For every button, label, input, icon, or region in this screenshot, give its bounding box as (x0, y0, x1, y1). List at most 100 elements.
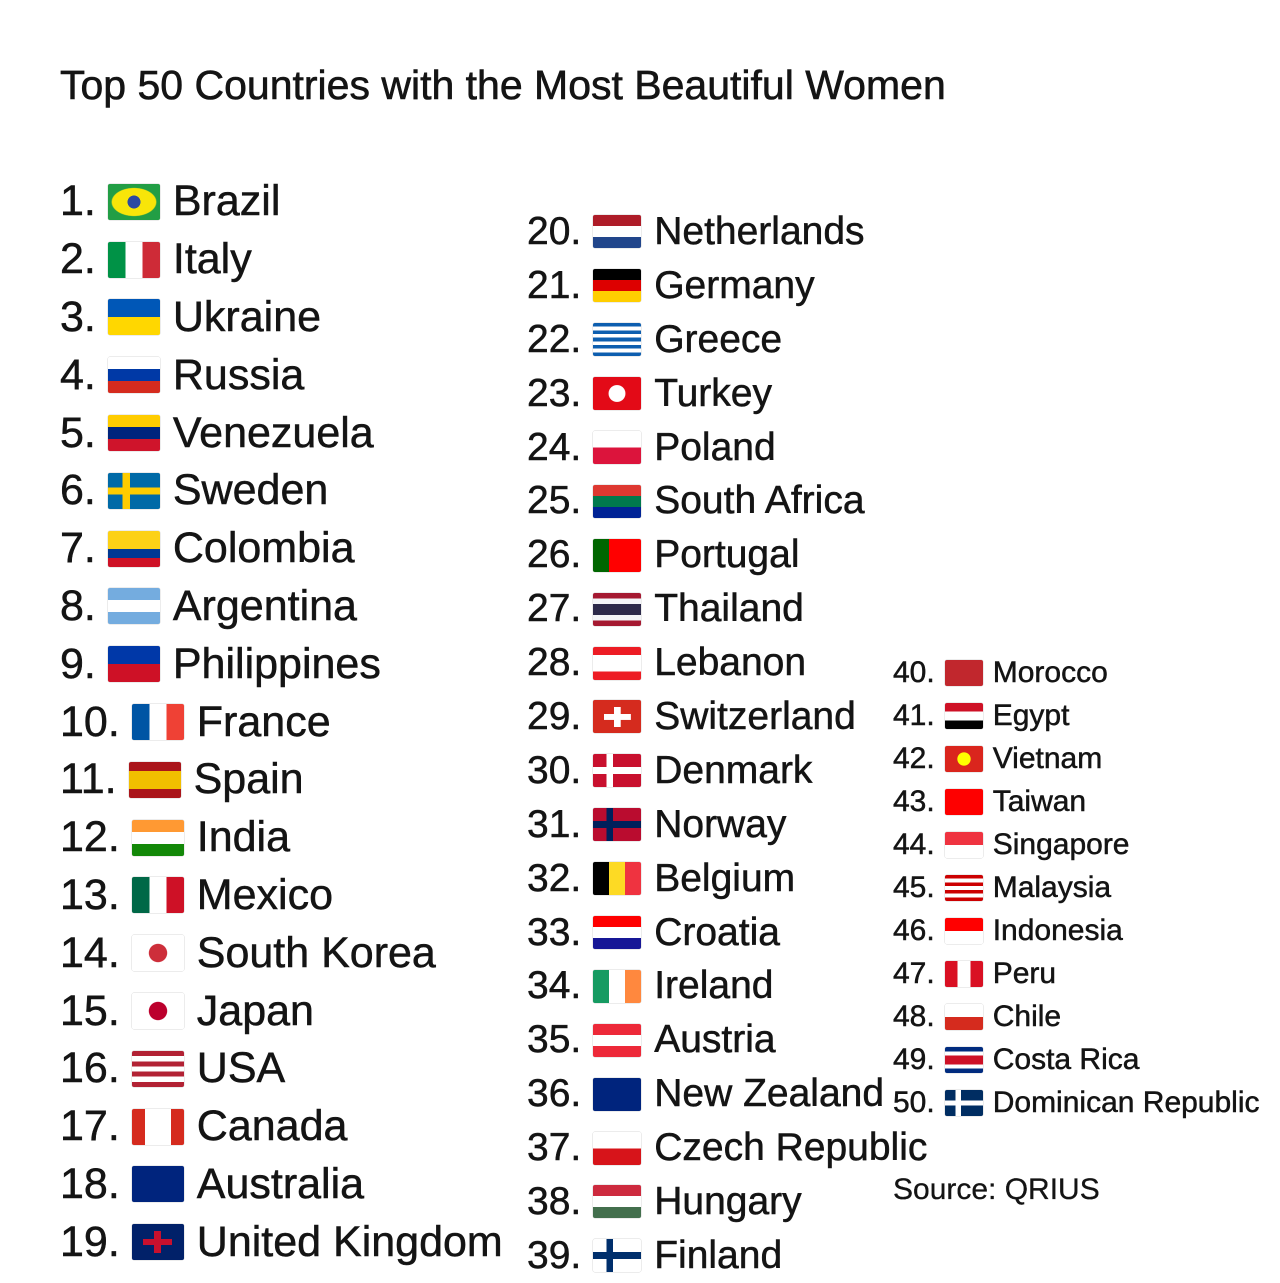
country-name: Taiwan (992, 784, 1087, 819)
list-item: 43. Taiwan (893, 780, 1260, 823)
country-name: Ireland (654, 964, 774, 1008)
list-item: 32. Belgium (527, 852, 927, 906)
flag-canada-icon (131, 1108, 184, 1145)
flag-germany-icon (593, 269, 642, 303)
rank-number: 27. (527, 587, 582, 631)
country-name: Denmark (654, 748, 813, 793)
ranking-column-1: 1. Brazil 2. Italy 3. Ukraine 4. Russia 5. Venezu… (60, 173, 503, 1271)
list-item: 19. United Kingdom (60, 1213, 503, 1271)
rank-number: 32. (527, 856, 582, 900)
flag-belgium-icon (593, 862, 642, 896)
rank-number: 37. (527, 1126, 582, 1170)
list-item: 48. Chile (893, 996, 1260, 1039)
list-item: 24. Poland (527, 421, 927, 475)
list-item: 5. Venezuela (60, 404, 503, 462)
rank-number: 29. (527, 694, 582, 739)
rank-number: 10. (60, 697, 120, 746)
flag-dominican-republic-icon (944, 1090, 983, 1117)
list-item: 29. Switzerland (527, 690, 927, 744)
rank-number: 35. (527, 1018, 582, 1062)
country-name: Indonesia (992, 914, 1123, 948)
country-name: Poland (654, 425, 776, 469)
flag-croatia-icon (593, 916, 642, 950)
country-name: Spain (193, 755, 304, 804)
flag-switzerland-icon (593, 700, 642, 734)
rank-number: 42. (893, 741, 935, 775)
country-name: Czech Republic (654, 1126, 928, 1170)
flag-colombia-icon (107, 530, 160, 567)
rank-number: 45. (893, 871, 935, 905)
rank-number: 5. (60, 408, 96, 457)
ranking-column-2: 20. Netherlands 21. Germany 22. Greece 23. Turk… (527, 205, 928, 1283)
country-name: Greece (654, 317, 783, 361)
list-item: 14. South Korea (60, 924, 503, 982)
rank-number: 22. (527, 317, 582, 361)
list-item: 13. Mexico (60, 867, 503, 925)
rank-number: 23. (527, 371, 582, 415)
list-item: 39. Finland (527, 1229, 927, 1283)
country-name: Chile (992, 1000, 1062, 1034)
list-item: 34. Ireland (527, 959, 927, 1013)
rank-number: 28. (527, 641, 582, 685)
rank-number: 15. (60, 986, 120, 1035)
flag-portugal-icon (593, 538, 642, 572)
list-item: 9. Philippines (60, 635, 503, 693)
list-item: 40. Morocco (893, 651, 1260, 694)
country-name: Italy (172, 235, 252, 284)
rank-number: 6. (60, 466, 96, 515)
rank-number: 31. (527, 802, 582, 846)
rank-number: 41. (893, 698, 935, 732)
list-item: 37. Czech Republic (527, 1121, 928, 1175)
flag-russia-icon (107, 357, 160, 394)
country-name: Germany (654, 263, 815, 308)
flag-egypt-icon (944, 702, 983, 729)
list-item: 2. Italy (60, 231, 503, 289)
source-note: Source: QRIUS (893, 1173, 1100, 1206)
country-name: South Korea (196, 928, 437, 978)
flag-taiwan-icon (944, 788, 983, 815)
rank-number: 17. (60, 1102, 120, 1151)
flag-malaysia-icon (944, 875, 983, 902)
country-name: Argentina (172, 581, 358, 631)
flag-mexico-icon (131, 877, 184, 914)
flag-morocco-icon (944, 659, 983, 686)
flag-united-kingdom-icon (131, 1224, 184, 1261)
list-item: 42. Vietnam (893, 737, 1260, 780)
rank-number: 48. (893, 1000, 935, 1034)
country-name: Dominican Republic (992, 1086, 1260, 1120)
rank-number: 12. (60, 813, 120, 862)
list-item: 41. Egypt (893, 694, 1260, 737)
country-name: Colombia (172, 524, 355, 573)
rank-number: 25. (527, 479, 582, 523)
flag-usa-icon (131, 1050, 184, 1087)
list-item: 25. South Africa (527, 474, 927, 528)
flag-brazil-icon (107, 183, 160, 220)
ranking-column-3: 40. Morocco 41. Egypt 42. Vietnam 43. Taiwan 44.… (893, 651, 1260, 1125)
list-item: 27. Thailand (527, 582, 927, 636)
flag-venezuela-icon (107, 415, 160, 452)
country-name: Turkey (654, 371, 772, 415)
flag-south-africa-icon (593, 484, 642, 518)
country-name: Philippines (172, 639, 381, 689)
country-name: Peru (992, 957, 1057, 991)
list-item: 30. Denmark (527, 744, 927, 798)
rank-number: 40. (893, 655, 935, 689)
list-item: 6. Sweden (60, 462, 503, 520)
country-name: Lebanon (654, 641, 807, 685)
country-name: Japan (196, 986, 315, 1035)
country-name: Venezuela (172, 408, 374, 457)
flag-ireland-icon (593, 969, 642, 1003)
list-item: 15. Japan (60, 982, 503, 1040)
rank-number: 20. (527, 209, 582, 254)
list-item: 38. Hungary (527, 1175, 927, 1229)
flag-singapore-icon (944, 831, 983, 858)
rank-number: 49. (893, 1043, 935, 1077)
flag-chile-icon (944, 1004, 983, 1031)
page-title: Top 50 Countries with the Most Beautiful… (60, 62, 946, 109)
flag-philippines-icon (107, 646, 160, 683)
rank-number: 47. (893, 957, 935, 991)
flag-thailand-icon (593, 592, 642, 626)
country-name: Austria (654, 1018, 776, 1062)
list-item: 44. Singapore (893, 823, 1260, 866)
country-name: New Zealand (654, 1072, 885, 1116)
